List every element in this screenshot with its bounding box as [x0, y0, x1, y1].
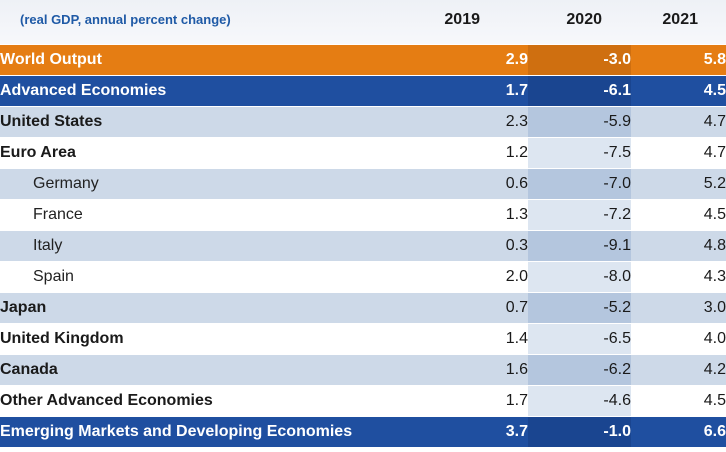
value-cell-2019: 0.3 [430, 230, 528, 262]
value-cell-2021: 5.2 [631, 168, 726, 200]
value-cell-2019: 1.4 [430, 323, 528, 355]
row-label: United Kingdom [0, 323, 430, 355]
value-cell-2019: 1.7 [430, 75, 528, 107]
value-cell-2020: -6.1 [528, 75, 631, 107]
value-cell-2019: 2.9 [430, 45, 528, 76]
table-row: United States 2.3 -5.9 4.7 [0, 106, 726, 138]
row-label: Emerging Markets and Developing Economie… [0, 416, 430, 448]
table-row: Advanced Economies 1.7 -6.1 4.5 [0, 75, 726, 107]
value-cell-2020: -3.0 [528, 45, 631, 76]
value-cell-2021: 3.0 [631, 292, 726, 324]
value-cell-2020: -4.6 [528, 385, 631, 417]
value-cell-2021: 4.8 [631, 230, 726, 262]
value-cell-2021: 4.7 [631, 106, 726, 138]
value-cell-2021: 4.3 [631, 261, 726, 293]
row-label: Advanced Economies [0, 75, 430, 107]
table-row: Canada 1.6 -6.2 4.2 [0, 354, 726, 386]
value-cell-2020: -6.2 [528, 354, 631, 386]
table-subtitle: (real GDP, annual percent change) [20, 12, 231, 27]
row-label: Other Advanced Economies [0, 385, 430, 417]
value-cell-2020: -1.0 [528, 416, 631, 448]
value-cell-2020: -5.2 [528, 292, 631, 324]
value-cell-2020: -7.0 [528, 168, 631, 200]
value-cell-2020: -7.2 [528, 199, 631, 231]
value-cell-2019: 2.3 [430, 106, 528, 138]
row-label: World Output [0, 45, 430, 76]
value-cell-2019: 0.7 [430, 292, 528, 324]
table-row: Japan 0.7 -5.2 3.0 [0, 292, 726, 324]
year-header-2019: 2019 [444, 11, 480, 28]
value-cell-2021: 4.0 [631, 323, 726, 355]
value-cell-2021: 4.7 [631, 137, 726, 169]
table-row: Euro Area 1.2 -7.5 4.7 [0, 137, 726, 169]
value-cell-2019: 1.7 [430, 385, 528, 417]
row-label: Spain [0, 261, 430, 293]
row-label: France [0, 199, 430, 231]
value-cell-2021: 4.2 [631, 354, 726, 386]
value-cell-2021: 4.5 [631, 199, 726, 231]
table-row: United Kingdom 1.4 -6.5 4.0 [0, 323, 726, 355]
table-row: World Output 2.9 -3.0 5.8 [0, 45, 726, 76]
value-cell-2020: -8.0 [528, 261, 631, 293]
table-row: Italy 0.3 -9.1 4.8 [0, 230, 726, 262]
year-header-2020: 2020 [566, 11, 602, 28]
value-cell-2019: 3.7 [430, 416, 528, 448]
value-cell-2019: 1.2 [430, 137, 528, 169]
value-cell-2019: 2.0 [430, 261, 528, 293]
table-row: Spain 2.0 -8.0 4.3 [0, 261, 726, 293]
row-label: United States [0, 106, 430, 138]
value-cell-2019: 1.6 [430, 354, 528, 386]
row-label: Germany [0, 168, 430, 200]
value-cell-2019: 0.6 [430, 168, 528, 200]
table-row: Emerging Markets and Developing Economie… [0, 416, 726, 448]
value-cell-2021: 4.5 [631, 75, 726, 107]
value-cell-2020: -7.5 [528, 137, 631, 169]
row-label: Euro Area [0, 137, 430, 169]
value-cell-2020: -6.5 [528, 323, 631, 355]
row-label: Canada [0, 354, 430, 386]
growth-projections-table: World Output 2.9 -3.0 5.8 Advanced Economies… [0, 45, 726, 448]
row-label: Japan [0, 292, 430, 324]
value-cell-2021: 4.5 [631, 385, 726, 417]
value-cell-2020: -5.9 [528, 106, 631, 138]
value-cell-2019: 1.3 [430, 199, 528, 231]
table-header: (real GDP, annual percent change) 2019 2… [0, 0, 726, 44]
year-header-2021: 2021 [662, 11, 698, 28]
value-cell-2021: 5.8 [631, 45, 726, 76]
table-row: France 1.3 -7.2 4.5 [0, 199, 726, 231]
table-row: Germany 0.6 -7.0 5.2 [0, 168, 726, 200]
value-cell-2020: -9.1 [528, 230, 631, 262]
value-cell-2021: 6.6 [631, 416, 726, 448]
table-row: Other Advanced Economies 1.7 -4.6 4.5 [0, 385, 726, 417]
row-label: Italy [0, 230, 430, 262]
